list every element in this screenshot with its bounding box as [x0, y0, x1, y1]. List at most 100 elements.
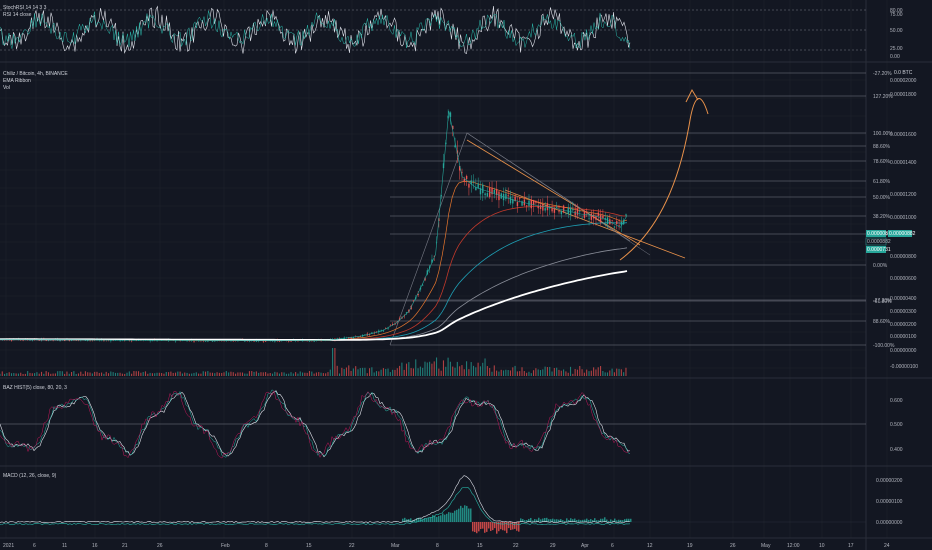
macd-histogram-bar [422, 519, 424, 522]
volume-bar [558, 369, 560, 376]
volume-bar [271, 373, 274, 376]
candle-body [359, 336, 362, 337]
diagonal-line[interactable] [466, 132, 651, 256]
osc-tick-0500: 0.500 [890, 422, 903, 428]
volume-bar [306, 372, 308, 376]
time-axis[interactable]: 2021 6 11 16 21 26 Feb 8 15 22 Mar 8 15 22 29 Apr 6 12 19 2… [3, 543, 890, 549]
candle-body [103, 340, 105, 341]
macd-histogram-bar [508, 522, 510, 529]
macd-legend: MACD (12, 26, close, 9) [3, 473, 57, 479]
macd-histogram-bar [572, 519, 574, 522]
price-axis-label: 0.00001000 [890, 215, 917, 221]
volume-bar [620, 369, 622, 376]
volume-bar [17, 373, 19, 376]
volume-bar [214, 373, 216, 376]
volume-bar [186, 372, 188, 376]
macd-histogram-bar [628, 518, 630, 522]
macd-pane[interactable]: MACD (12, 26, close, 9) 0.00000200 0.000… [0, 473, 903, 534]
time-label: 12 [647, 543, 653, 549]
volume-bar [260, 372, 262, 376]
volume-bar [325, 373, 327, 376]
candle-body [193, 341, 195, 342]
candle-body [576, 208, 579, 215]
macd-histogram-bar [486, 522, 488, 532]
volume-bar [225, 371, 227, 376]
volume-bar [8, 372, 10, 376]
macd-histogram-bar [580, 520, 582, 522]
projection-curve[interactable] [619, 98, 709, 261]
candle-body [625, 214, 627, 216]
volume-bar [479, 366, 481, 376]
time-label: 10 [819, 543, 825, 549]
volume-bar [320, 372, 322, 376]
candle-body [597, 212, 599, 216]
candle-body [606, 217, 609, 224]
candle-body [380, 329, 382, 331]
volume-bar [442, 360, 445, 376]
volume-bar [579, 365, 581, 376]
time-label: 15 [306, 543, 312, 549]
candle-body [616, 221, 618, 225]
candle-body [479, 188, 482, 195]
volume-bar [1, 371, 3, 376]
time-label: 22 [513, 543, 519, 549]
volume-bar [251, 371, 253, 376]
time-label: 26 [730, 543, 736, 549]
volume-bar [292, 373, 294, 376]
candle-body [417, 294, 419, 296]
main-legend-vol: Vol [3, 85, 10, 91]
macd-histogram-bar [466, 505, 468, 522]
candle-body [382, 330, 385, 332]
candle-body [509, 196, 512, 204]
volume-bar [551, 371, 553, 376]
macd-histogram-bar [436, 516, 438, 522]
time-label: 8 [265, 543, 268, 549]
macd-histogram-bar [438, 516, 440, 522]
volume-bar [126, 372, 128, 376]
macd-tick-0: 0.00000000 [876, 520, 903, 526]
volume-bar [262, 372, 264, 376]
macd-histogram-bar [472, 522, 474, 532]
volume-bar [507, 370, 509, 376]
volume-bar [318, 372, 320, 376]
candle-body [350, 337, 352, 339]
volume-bar [144, 371, 147, 376]
candle-body [609, 219, 611, 225]
macd-histogram-bar [618, 519, 620, 522]
main-price-pane[interactable]: Chiliz / Bitcoin, 4h, BINANCE EMA Ribbon… [0, 70, 918, 376]
drawing-tools[interactable] [389, 88, 709, 346]
oscillator-pane[interactable]: BAZ HIST(5) close, 80, 20, 3 0.600 0.500… [0, 385, 903, 459]
price-axis-label: 0.00000000 [890, 348, 917, 354]
volume-bar [77, 373, 80, 376]
volume-bar [248, 371, 250, 376]
volume-bar [539, 370, 542, 376]
macd-histogram-bar [442, 513, 444, 522]
macd-histogram-bar [524, 520, 526, 522]
volume-bar [80, 371, 82, 376]
price-axis-label: 0.00001400 [890, 160, 917, 166]
macd-histogram-bar [460, 505, 462, 522]
volume-bar [221, 372, 223, 376]
oscillator-line-white [0, 390, 631, 458]
fib-retracement[interactable]: -27.20% 127.20% 100.00% 88.60% 78.60% 61.80% 5… [390, 71, 895, 349]
volume-bar [235, 373, 237, 376]
rsi-pane[interactable]: StochRSI 14 14 3 3 RSI 14 close 80.00 75… [0, 5, 903, 60]
volume-bar [207, 371, 209, 376]
volume-bar [463, 369, 465, 376]
volume-bar [198, 373, 200, 376]
time-label: Mar [391, 543, 400, 549]
candle-body [505, 193, 507, 200]
macd-histogram-bar [468, 508, 470, 522]
macd-histogram-bar [448, 512, 450, 522]
candle-body [288, 340, 290, 342]
macd-histogram-bar [542, 518, 544, 522]
candle-body [197, 340, 200, 342]
macd-signal-line [0, 487, 631, 526]
macd-histogram-bar [416, 518, 418, 522]
volume-bar [135, 371, 137, 376]
macd-histogram-bar [564, 520, 566, 522]
upper-trendline[interactable] [466, 139, 641, 246]
price-axis-label: -0.00000100 [890, 364, 918, 370]
